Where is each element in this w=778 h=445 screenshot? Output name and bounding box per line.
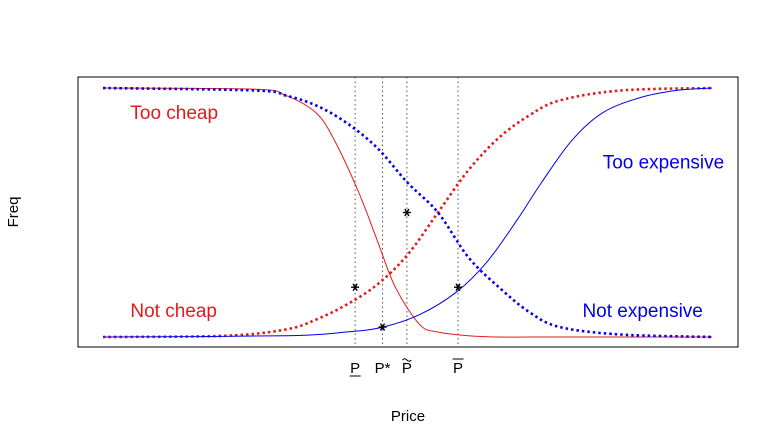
intersection-markers: [351, 208, 463, 331]
region-label: Too expensive: [603, 153, 724, 174]
intersection-marker: [378, 323, 387, 331]
curve-not-cheap: [102, 86, 713, 339]
intersection-marker: [351, 283, 360, 292]
intersection-marker: [454, 283, 463, 292]
plot-frame: [77, 76, 739, 348]
region-label: Not cheap: [130, 301, 217, 322]
price-tick-label: P: [350, 360, 360, 377]
price-tick-label: P*: [375, 360, 391, 377]
curve-too-expensive: [102, 87, 713, 338]
intersection-marker: [402, 208, 411, 217]
x-axis-label: Price: [391, 408, 425, 425]
region-label: Not expensive: [582, 301, 702, 322]
region-labels: Too cheap Not cheap Too expensive Not expen…: [130, 103, 724, 322]
price-tick-label: P: [453, 360, 463, 377]
price-tick-label: P: [402, 360, 412, 377]
curves: [102, 86, 713, 339]
y-axis-label: Freq: [5, 197, 22, 228]
price-tick-labels: P P* P P: [349, 358, 464, 377]
tick-tilde: [402, 358, 412, 362]
curve-too-cheap: [102, 87, 712, 338]
region-label: Too cheap: [130, 103, 218, 124]
